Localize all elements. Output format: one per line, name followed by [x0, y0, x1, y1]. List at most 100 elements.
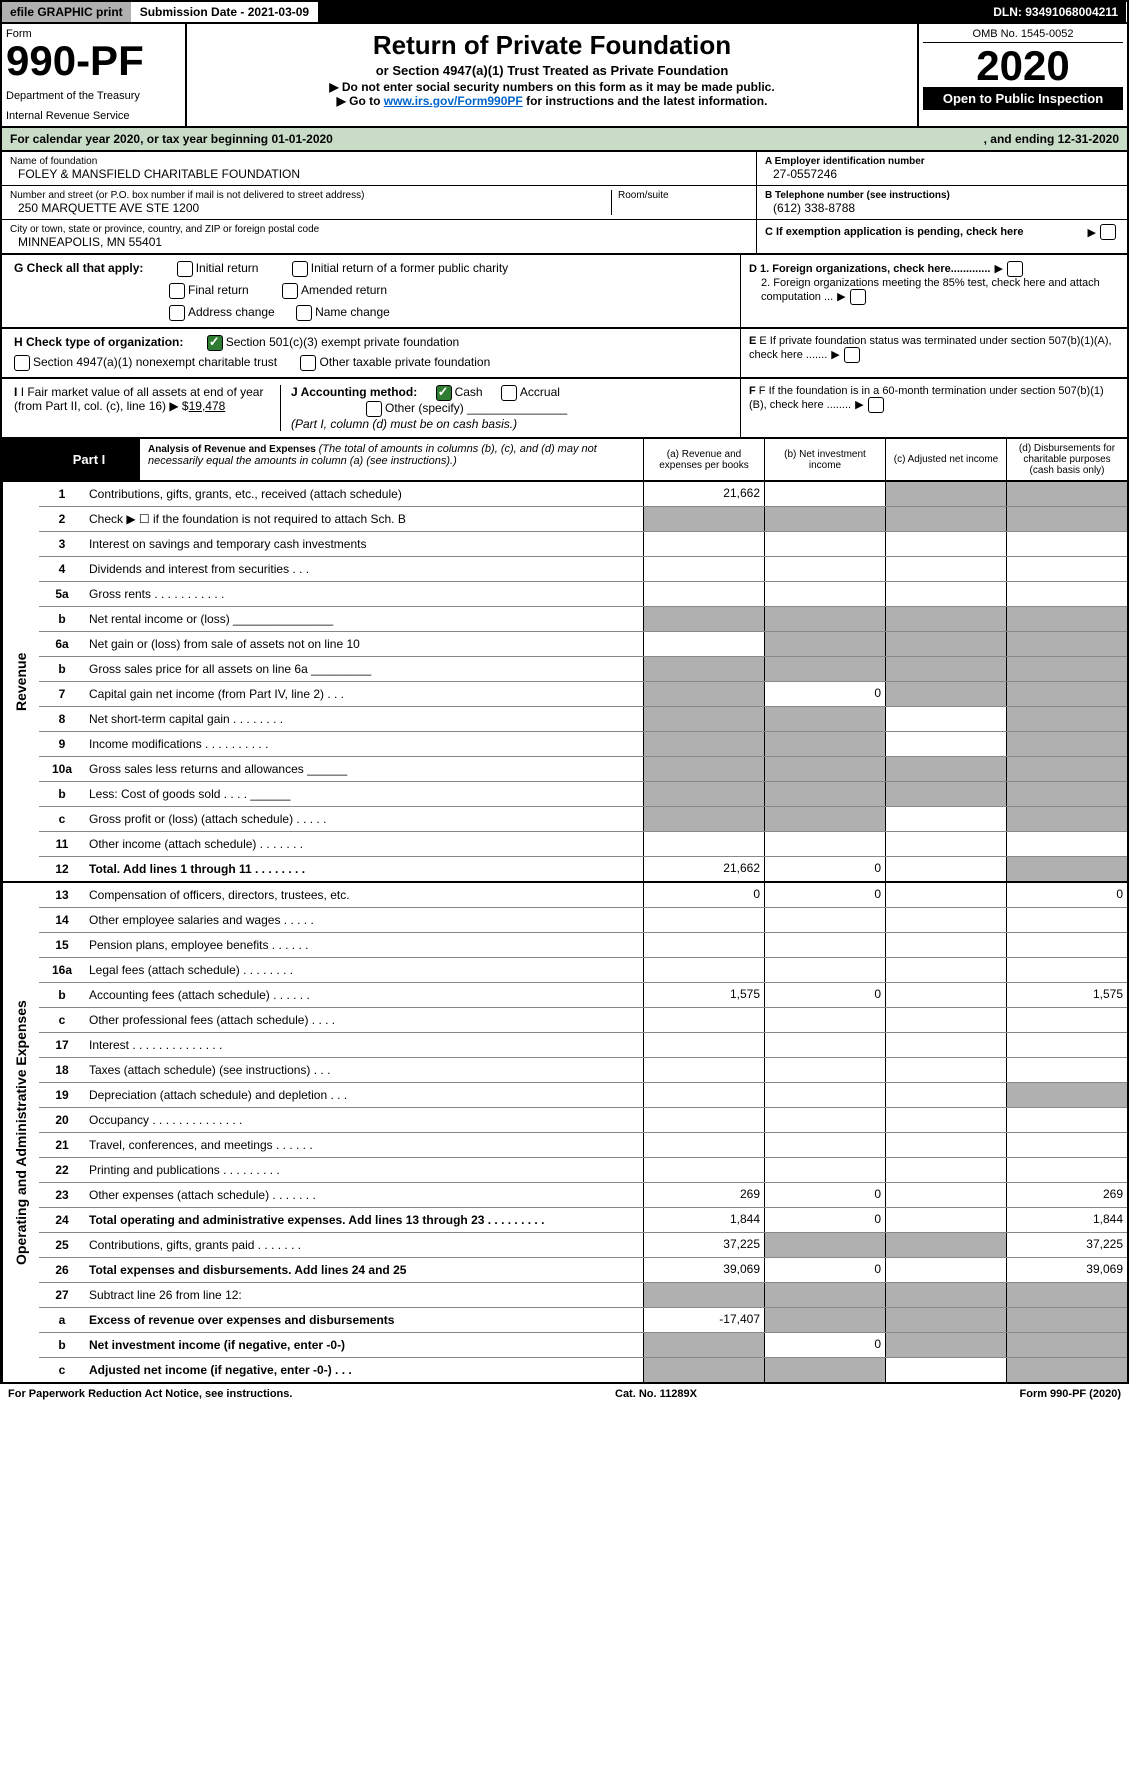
- col-c: [885, 1233, 1006, 1257]
- d1-checkbox[interactable]: [1007, 261, 1023, 277]
- col-c: [885, 632, 1006, 656]
- line-desc: Net short-term capital gain . . . . . . …: [85, 708, 643, 730]
- table-row: 3Interest on savings and temporary cash …: [39, 532, 1127, 557]
- col-b: [764, 1283, 885, 1307]
- col-a: 1,844: [643, 1208, 764, 1232]
- col-c: [885, 908, 1006, 932]
- e-checkbox[interactable]: [844, 347, 860, 363]
- g-former-checkbox[interactable]: [292, 261, 308, 277]
- col-a: 39,069: [643, 1258, 764, 1282]
- line-number: 20: [39, 1109, 85, 1131]
- col-c: [885, 807, 1006, 831]
- h-4947-checkbox[interactable]: [14, 355, 30, 371]
- d2-checkbox[interactable]: [850, 289, 866, 305]
- h-label: H Check type of organization:: [14, 335, 183, 349]
- col-b: 0: [764, 1258, 885, 1282]
- table-row: cOther professional fees (attach schedul…: [39, 1008, 1127, 1033]
- col-d: 269: [1006, 1183, 1127, 1207]
- form-header: Form 990-PF Department of the Treasury I…: [0, 24, 1129, 128]
- j-cash-checkbox[interactable]: [436, 385, 452, 401]
- col-a: [643, 782, 764, 806]
- col-b: 0: [764, 857, 885, 881]
- g-amended-checkbox[interactable]: [282, 283, 298, 299]
- col-a: [643, 1133, 764, 1157]
- col-a: [643, 607, 764, 631]
- col-a: [643, 1058, 764, 1082]
- table-row: bLess: Cost of goods sold . . . . ______: [39, 782, 1127, 807]
- col-b: [764, 1158, 885, 1182]
- line-number: 3: [39, 533, 85, 555]
- line-desc: Check ▶ ☐ if the foundation is not requi…: [85, 508, 643, 530]
- c-checkbox[interactable]: [1100, 224, 1116, 240]
- form-number: 990-PF: [6, 40, 181, 82]
- col-d: [1006, 1058, 1127, 1082]
- table-row: 24Total operating and administrative exp…: [39, 1208, 1127, 1233]
- col-b: 0: [764, 682, 885, 706]
- col-c: [885, 1308, 1006, 1332]
- col-a: [643, 1033, 764, 1057]
- g-name-checkbox[interactable]: [296, 305, 312, 321]
- line-number: 19: [39, 1084, 85, 1106]
- line-desc: Capital gain net income (from Part IV, l…: [85, 683, 643, 705]
- col-b: [764, 632, 885, 656]
- col-d: [1006, 1083, 1127, 1107]
- check-section-g: G Check all that apply: Initial return I…: [0, 255, 1129, 329]
- line-desc: Subtract line 26 from line 12:: [85, 1284, 643, 1306]
- j-note: (Part I, column (d) must be on cash basi…: [291, 417, 728, 431]
- revenue-label: Revenue: [2, 482, 39, 881]
- col-b: [764, 933, 885, 957]
- col-c: [885, 1133, 1006, 1157]
- col-d: [1006, 807, 1127, 831]
- table-row: 21Travel, conferences, and meetings . . …: [39, 1133, 1127, 1158]
- col-b: [764, 707, 885, 731]
- line-desc: Net rental income or (loss) ____________…: [85, 608, 643, 630]
- col-b: [764, 807, 885, 831]
- col-d: [1006, 507, 1127, 531]
- col-a: [643, 1158, 764, 1182]
- col-b: [764, 782, 885, 806]
- j-accrual-checkbox[interactable]: [501, 385, 517, 401]
- line-number: b: [39, 608, 85, 630]
- h-other-checkbox[interactable]: [300, 355, 316, 371]
- col-d-header: (d) Disbursements for charitable purpose…: [1006, 439, 1127, 480]
- table-row: bNet rental income or (loss) ___________…: [39, 607, 1127, 632]
- col-b: [764, 557, 885, 581]
- instruct-1: ▶ Do not enter social security numbers o…: [193, 80, 911, 94]
- table-row: 8Net short-term capital gain . . . . . .…: [39, 707, 1127, 732]
- col-d: [1006, 908, 1127, 932]
- col-d: [1006, 832, 1127, 856]
- line-desc: Occupancy . . . . . . . . . . . . . .: [85, 1109, 643, 1131]
- line-desc: Net gain or (loss) from sale of assets n…: [85, 633, 643, 655]
- col-a: [643, 1108, 764, 1132]
- col-b: [764, 532, 885, 556]
- h-501c3-checkbox[interactable]: [207, 335, 223, 351]
- col-c: [885, 757, 1006, 781]
- line-desc: Other income (attach schedule) . . . . .…: [85, 833, 643, 855]
- line-desc: Net investment income (if negative, ente…: [85, 1334, 643, 1356]
- line-number: 24: [39, 1209, 85, 1231]
- line-desc: Total operating and administrative expen…: [85, 1209, 643, 1231]
- f-checkbox[interactable]: [868, 397, 884, 413]
- line-number: 11: [39, 833, 85, 855]
- g-initial-checkbox[interactable]: [177, 261, 193, 277]
- i-label: I Fair market value of all assets at end…: [14, 385, 263, 413]
- g-final-checkbox[interactable]: [169, 283, 185, 299]
- cat-no: Cat. No. 11289X: [615, 1388, 697, 1400]
- line-desc: Printing and publications . . . . . . . …: [85, 1159, 643, 1181]
- col-a: [643, 557, 764, 581]
- line-desc: Other professional fees (attach schedule…: [85, 1009, 643, 1031]
- paperwork-notice: For Paperwork Reduction Act Notice, see …: [8, 1388, 292, 1400]
- ein: 27-0557246: [765, 167, 1119, 181]
- col-c: [885, 557, 1006, 581]
- line-number: b: [39, 658, 85, 680]
- g-address-checkbox[interactable]: [169, 305, 185, 321]
- line-desc: Adjusted net income (if negative, enter …: [85, 1359, 643, 1381]
- j-other-checkbox[interactable]: [366, 401, 382, 417]
- line-number: b: [39, 783, 85, 805]
- col-d: [1006, 1033, 1127, 1057]
- col-d: 1,844: [1006, 1208, 1127, 1232]
- irs-link[interactable]: www.irs.gov/Form990PF: [384, 94, 523, 108]
- expenses-section: Operating and Administrative Expenses 13…: [0, 883, 1129, 1384]
- col-d: [1006, 557, 1127, 581]
- line-number: 27: [39, 1284, 85, 1306]
